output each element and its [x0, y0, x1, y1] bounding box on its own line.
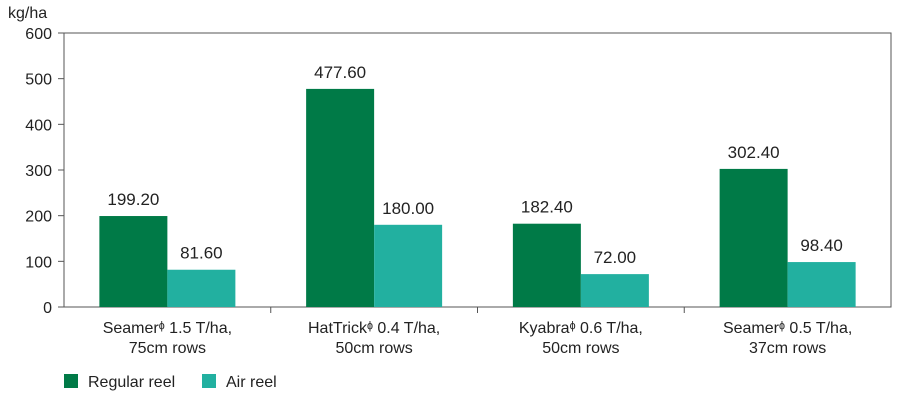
- x-tick-label: Seamerᶲ 1.5 T/ha,: [103, 320, 232, 337]
- data-label: 302.40: [728, 143, 780, 162]
- y-tick-label: 600: [25, 26, 52, 43]
- data-label: 199.20: [107, 190, 159, 209]
- bar: [306, 88, 375, 307]
- x-tick-label: 37cm rows: [749, 340, 826, 357]
- data-labels: 199.20 81.60 477.60 180.00 182.40 72.00 302.40…: [107, 63, 843, 267]
- x-tick-label: Seamerᶲ 0.5 T/ha,: [723, 320, 852, 337]
- data-label: 182.40: [521, 198, 573, 217]
- y-axis-ticks: 0 100 200 300 400 500 600: [25, 26, 64, 317]
- legend-swatch: [64, 374, 78, 388]
- data-label: 477.60: [314, 63, 366, 82]
- y-axis-label: kg/ha: [8, 5, 47, 22]
- data-label: 81.60: [180, 244, 223, 263]
- bar-series: [99, 88, 856, 307]
- x-axis-ticks: Seamerᶲ 1.5 T/ha, 75cm rows HatTrickᶲ 0.4 …: [103, 307, 852, 357]
- bar: [167, 269, 236, 307]
- x-tick-label: 75cm rows: [129, 340, 206, 357]
- x-tick-label: HatTrickᶲ 0.4 T/ha,: [308, 320, 440, 337]
- bar: [719, 168, 788, 307]
- x-tick-label: 50cm rows: [542, 340, 619, 357]
- data-label: 180.00: [382, 199, 434, 218]
- y-tick-label: 400: [25, 117, 52, 134]
- bar: [580, 274, 649, 307]
- x-tick-label: Kyabraᶲ 0.6 T/ha,: [519, 320, 643, 337]
- y-tick-label: 0: [43, 300, 52, 317]
- legend-label: Regular reel: [88, 374, 175, 391]
- legend-swatch: [202, 374, 216, 388]
- bar: [787, 262, 856, 307]
- legend-label: Air reel: [226, 374, 277, 391]
- bar: [512, 223, 581, 307]
- y-tick-label: 100: [25, 254, 52, 271]
- x-tick-label: 50cm rows: [335, 340, 412, 357]
- data-label: 72.00: [594, 248, 637, 267]
- y-tick-label: 300: [25, 163, 52, 180]
- bar: [374, 224, 443, 307]
- legend: Regular reel Air reel: [64, 374, 277, 391]
- bar: [99, 216, 168, 307]
- y-tick-label: 200: [25, 209, 52, 226]
- data-label: 98.40: [800, 236, 843, 255]
- y-tick-label: 500: [25, 72, 52, 89]
